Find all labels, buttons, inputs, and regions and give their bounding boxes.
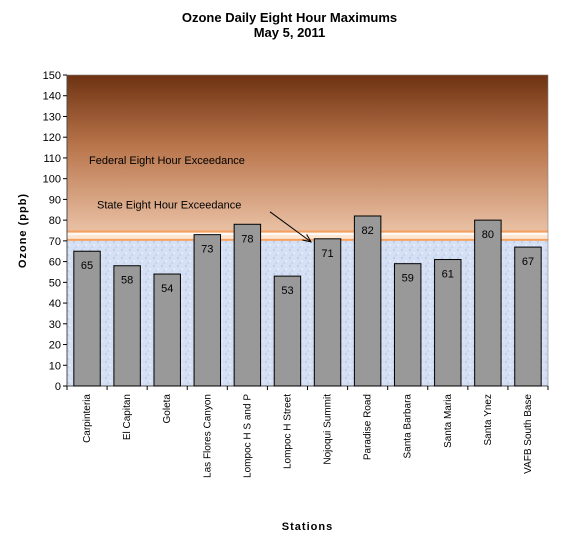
bar: [434, 259, 462, 387]
y-tick-label: 50: [49, 277, 61, 289]
category-label: Santa Barbara: [403, 394, 414, 459]
bar-value-label: 71: [321, 248, 333, 260]
bar-value-label: 82: [362, 225, 374, 237]
y-tick-label: 20: [49, 340, 61, 352]
category-label: Las Flores Canyon: [202, 394, 213, 478]
y-tick-label: 90: [49, 194, 61, 206]
bar: [193, 234, 222, 387]
y-tick-label: 30: [49, 319, 61, 331]
bar-value-label: 53: [281, 285, 293, 297]
bar: [233, 223, 262, 387]
y-axis-title: Ozone (ppb): [17, 193, 29, 268]
y-tick-label: 100: [43, 174, 61, 186]
category-label: Paradise Road: [363, 394, 374, 460]
state-exceedance-label: State Eight Hour Exceedance: [97, 200, 241, 212]
category-label: Santa Maria: [443, 394, 454, 448]
bar: [474, 219, 502, 387]
annotation-arrow-head: [302, 234, 313, 243]
bar-value-label: 54: [161, 283, 173, 295]
bar: [73, 250, 101, 387]
category-label: Santa Ynez: [483, 394, 494, 446]
bar-value-label: 58: [121, 275, 133, 287]
y-tick-label: 110: [43, 153, 61, 165]
chart-subtitle: May 5, 2011: [253, 25, 326, 40]
x-axis-title: Stations: [282, 521, 333, 533]
bar: [313, 238, 342, 387]
category-label: Lompoc H S and P: [242, 394, 253, 478]
bar-value-label: 73: [201, 244, 213, 256]
y-tick-label: 60: [49, 257, 61, 269]
bar-value-label: 61: [442, 269, 454, 281]
y-tick-label: 0: [55, 381, 61, 393]
bar: [153, 273, 181, 387]
y-tick-label: 130: [43, 111, 61, 123]
bar-value-label: 67: [522, 256, 534, 268]
category-label: El Capitan: [122, 394, 133, 440]
bar: [273, 275, 302, 387]
bar-value-label: 80: [482, 229, 494, 241]
category-label: Goleta: [162, 394, 173, 424]
annotation-arrow-line: [269, 211, 312, 243]
chart-title: Ozone Daily Eight Hour Maximums: [181, 10, 398, 25]
y-tick-label: 120: [43, 132, 61, 144]
category-label: VAFB South Base: [523, 394, 534, 474]
federal-exceedance-label: Federal Eight Hour Exceedance: [89, 155, 245, 167]
bar: [353, 215, 382, 387]
below-standard-zone: [67, 240, 548, 386]
y-tick-label: 150: [43, 70, 61, 82]
bar-value-label: 78: [241, 233, 253, 245]
category-label: Nojoqui Summit: [323, 394, 334, 465]
y-tick-label: 40: [49, 298, 61, 310]
bar-value-label: 65: [81, 260, 93, 272]
category-label: Lompoc H Street: [282, 394, 293, 469]
federal-exceedance-zone: [67, 75, 548, 231]
y-tick-label: 10: [49, 360, 61, 372]
y-tick-label: 80: [49, 215, 61, 227]
bar-value-label: 59: [402, 273, 414, 285]
bar: [514, 246, 542, 387]
y-tick-label: 70: [49, 236, 61, 248]
bar: [113, 265, 141, 387]
y-tick-label: 140: [43, 91, 61, 103]
bar: [393, 263, 422, 387]
category-label: Carpinteria: [82, 394, 93, 443]
